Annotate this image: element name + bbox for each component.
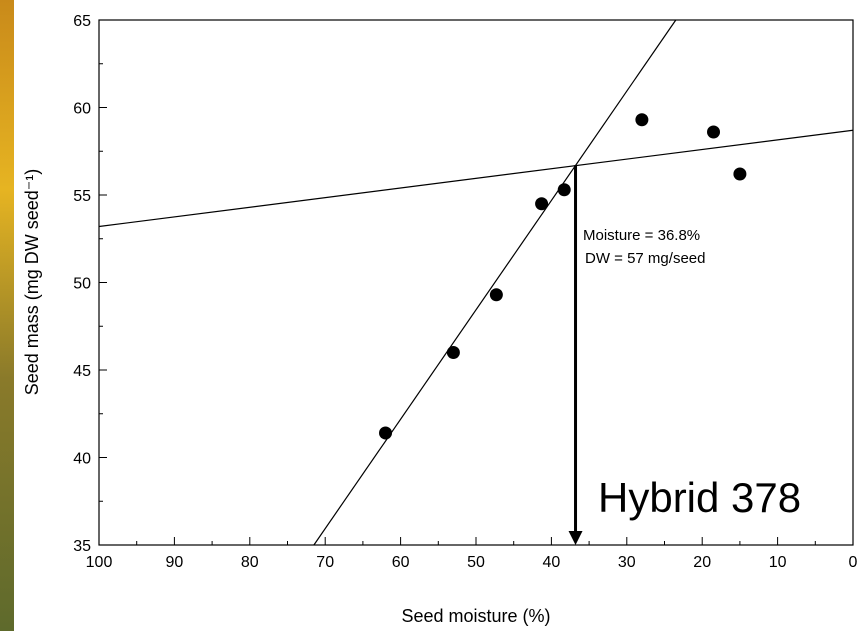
plot-frame [98, 19, 854, 546]
data-point [489, 288, 503, 302]
data-point [446, 346, 460, 359]
x-tick-label: 90 [166, 554, 184, 571]
data-point [635, 113, 649, 127]
panel-label: Hybrid 378 [598, 474, 801, 521]
data-point [707, 125, 721, 139]
x-tick-label: 70 [316, 554, 334, 571]
data-point [535, 197, 549, 211]
y-tick-label: 40 [73, 451, 91, 468]
y-tick-label: 60 [73, 101, 91, 118]
background-photo [0, 0, 14, 631]
fit-line [313, 19, 677, 546]
x-tick-label: 40 [543, 554, 561, 571]
x-tick-label: 80 [241, 554, 259, 571]
y-tick-label: 35 [73, 538, 91, 555]
x-tick-label: 100 [86, 554, 113, 571]
x-tick-label: 50 [467, 554, 485, 571]
data-point [557, 183, 571, 197]
arrow-head [568, 531, 583, 545]
x-tick-label: 20 [693, 554, 711, 571]
annotation: DW = 57 mg/seed [585, 250, 705, 267]
annotation: Moisture = 36.8% [583, 227, 700, 244]
x-tick-label: 60 [392, 554, 410, 571]
data-point [733, 167, 747, 181]
fit-line [98, 129, 854, 228]
y-tick-label: 65 [73, 13, 91, 30]
x-tick-label: 0 [849, 554, 858, 571]
y-tick-label: 50 [73, 276, 91, 293]
y-axis-label: Seed mass (mg DW seed⁻¹) [22, 169, 42, 396]
y-tick-label: 45 [73, 363, 91, 380]
x-tick-label: 30 [618, 554, 636, 571]
data-point [379, 426, 393, 440]
y-tick-label: 55 [73, 188, 91, 205]
x-axis-label: Seed moisture (%) [401, 606, 550, 626]
x-tick-label: 10 [769, 554, 787, 571]
